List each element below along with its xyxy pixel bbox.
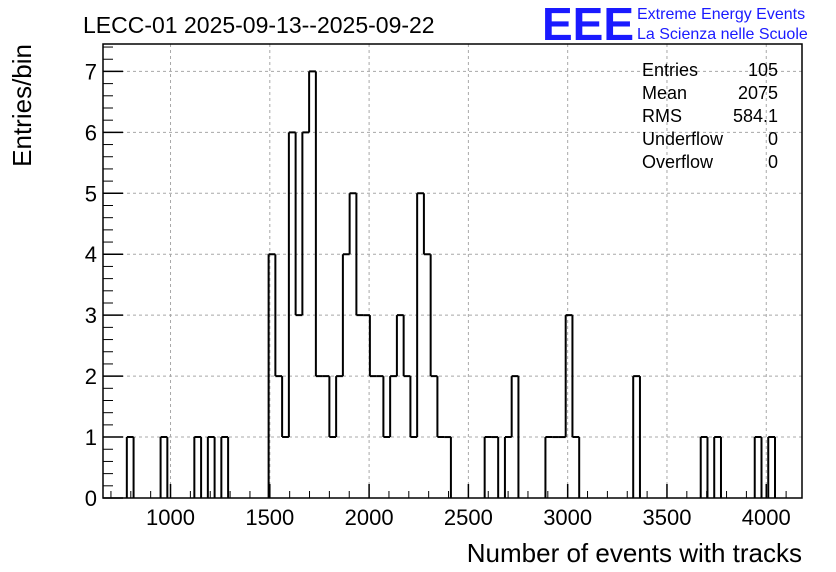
histogram-bin bbox=[267, 253, 276, 498]
y-tick-label: 3 bbox=[85, 303, 97, 328]
histogram-bin bbox=[308, 70, 316, 133]
histogram-bin bbox=[632, 375, 640, 498]
logo-mark: EEE bbox=[542, 0, 634, 50]
plot-frame bbox=[102, 43, 803, 499]
histogram-bin bbox=[355, 193, 364, 317]
stat-label-mean: Mean bbox=[642, 83, 687, 103]
histogram-bin bbox=[402, 315, 411, 378]
histogram-bin bbox=[281, 376, 289, 439]
histogram-bin bbox=[713, 436, 721, 498]
y-tick-label: 2 bbox=[85, 364, 97, 389]
x-tick-label: 2500 bbox=[444, 505, 493, 530]
histogram-bin bbox=[193, 436, 202, 498]
histogram-bin bbox=[436, 376, 445, 439]
histogram-bin bbox=[301, 131, 310, 316]
y-tick-label: 4 bbox=[85, 242, 97, 267]
y-tick-label: 7 bbox=[85, 59, 97, 84]
stat-label-underflow: Underflow bbox=[642, 129, 724, 149]
x-tick-label: 4000 bbox=[742, 505, 791, 530]
y-tick-label: 0 bbox=[85, 486, 97, 511]
logo-line-1: Extreme Energy Events bbox=[637, 6, 805, 23]
histogram-bin bbox=[341, 253, 350, 377]
histogram-bin bbox=[429, 254, 438, 378]
histogram-bin bbox=[416, 192, 424, 438]
histogram-bin bbox=[395, 314, 404, 377]
grid-lines bbox=[103, 44, 802, 498]
histogram-bin bbox=[422, 193, 431, 256]
stat-value-mean: 2075 bbox=[738, 83, 778, 103]
histogram-bin bbox=[699, 436, 708, 498]
histogram-bin bbox=[287, 131, 296, 438]
stat-label-rms: RMS bbox=[642, 106, 682, 126]
x-tick-label: 3000 bbox=[543, 505, 592, 530]
chart-title: LECC-01 2025-09-13--2025-09-22 bbox=[83, 12, 435, 38]
axis-ticks: 1000 1500 2000 2500 3000 3500 4000 0 1 2 3 4 5 6 7 bbox=[85, 46, 791, 530]
y-tick-label: 1 bbox=[85, 425, 97, 450]
histogram-bin bbox=[564, 314, 573, 438]
histogram-bin bbox=[753, 436, 762, 498]
histogram-bin bbox=[767, 436, 775, 498]
stat-value-underflow: 0 bbox=[768, 129, 778, 149]
histogram-bin bbox=[206, 436, 215, 498]
y-tick-label: 6 bbox=[85, 120, 97, 145]
histogram-series bbox=[125, 70, 776, 498]
x-tick-label: 1000 bbox=[146, 505, 195, 530]
x-axis-label: Number of events with tracks bbox=[467, 538, 802, 568]
stat-label-entries: Entries bbox=[642, 60, 698, 80]
histogram-bin bbox=[159, 436, 168, 498]
histogram-bin bbox=[389, 375, 397, 438]
logo-line-2: La Scienza nelle Scuole bbox=[637, 26, 808, 43]
eee-logo: EEE Extreme Energy Events La Scienza nel… bbox=[542, 0, 808, 50]
y-tick-label: 5 bbox=[85, 181, 97, 206]
histogram-bin bbox=[503, 436, 512, 498]
histogram-bin bbox=[368, 315, 377, 378]
histogram-bin bbox=[328, 376, 337, 439]
histogram-bin bbox=[544, 436, 553, 498]
histogram-bin bbox=[274, 254, 283, 378]
stat-label-overflow: Overflow bbox=[642, 152, 714, 172]
stat-value-entries: 105 bbox=[748, 60, 778, 80]
histogram-bin bbox=[335, 375, 343, 438]
histogram-bin bbox=[409, 376, 418, 439]
stat-value-overflow: 0 bbox=[768, 152, 778, 172]
x-tick-label: 2000 bbox=[345, 505, 394, 530]
histogram-bin bbox=[125, 436, 134, 498]
y-axis-label: Entries/bin bbox=[7, 44, 37, 167]
histogram-bin bbox=[483, 436, 492, 498]
histogram-bin bbox=[314, 71, 323, 378]
stat-value-rms: 584.1 bbox=[733, 106, 778, 126]
histogram-bin bbox=[510, 375, 519, 438]
histogram-bin bbox=[348, 192, 357, 255]
histogram-bin bbox=[382, 376, 391, 439]
histogram-bin bbox=[220, 436, 229, 498]
x-tick-label: 3500 bbox=[642, 505, 691, 530]
histogram-bin bbox=[571, 315, 580, 439]
stats-box: Entries 105 Mean 2075 RMS 584.1 Underflo… bbox=[642, 60, 778, 172]
histogram-bin bbox=[294, 132, 303, 317]
x-tick-label: 1500 bbox=[245, 505, 294, 530]
